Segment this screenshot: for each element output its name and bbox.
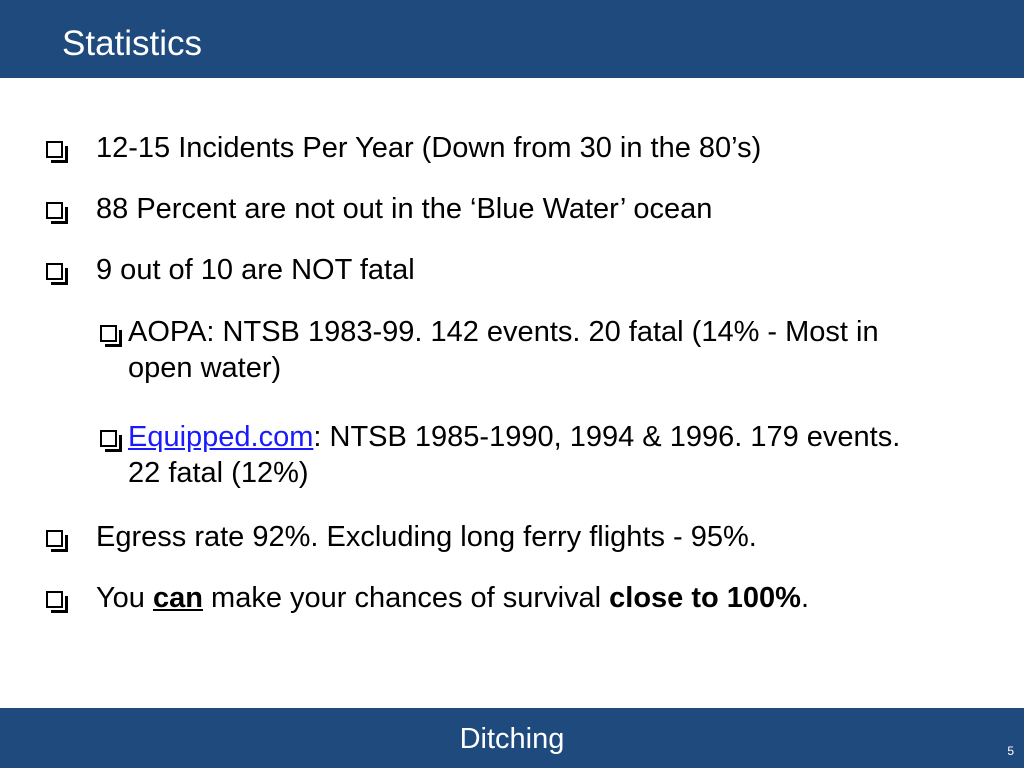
header-bar: [0, 0, 1024, 78]
equipped-link[interactable]: Equipped.com: [128, 421, 314, 453]
bullet-text-suffix: .: [800, 582, 810, 614]
slide-title: Statistics: [62, 24, 203, 63]
page-number: 5: [1007, 744, 1014, 758]
sub-bullet-text: Equipped.com: NTSB 1985-1990, 1994 & 199…: [128, 419, 918, 491]
sub-bullet-text: AOPA: NTSB 1983-99. 142 events. 20 fatal…: [128, 316, 879, 384]
bullet-text-strong: close to 100%: [609, 582, 801, 614]
bullet-text: 88 Percent are not out in the ‘Blue Wate…: [96, 193, 713, 225]
bullet-text-prefix: You: [96, 582, 153, 614]
bullet-text: 12-15 Incidents Per Year (Down from 30 i…: [96, 132, 762, 164]
checkbox-bullet-icon: [100, 430, 122, 452]
bullet-text-middle: make your chances of survival: [202, 582, 610, 614]
sub-bullet-text-rest: : NTSB 1985-1990, 1994 & 1996. 179 event…: [128, 421, 901, 489]
checkbox-bullet-icon: [46, 591, 68, 613]
checkbox-bullet-icon: [100, 325, 122, 347]
footer-bar: [0, 708, 1024, 768]
footer-title: Ditching: [459, 723, 565, 755]
checkbox-bullet-icon: [46, 263, 68, 285]
bullet-text: You can make your chances of survival cl…: [96, 580, 809, 616]
checkbox-bullet-icon: [46, 202, 68, 224]
bullet-text-emphasis: can: [153, 582, 203, 614]
bullet-text: 9 out of 10 are NOT fatal: [96, 254, 415, 286]
bullet-text: Egress rate 92%. Excluding long ferry fl…: [96, 521, 757, 553]
checkbox-bullet-icon: [46, 530, 68, 552]
checkbox-bullet-icon: [46, 141, 68, 163]
